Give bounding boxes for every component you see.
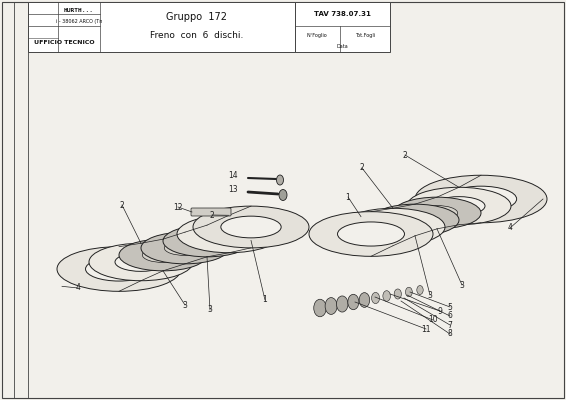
Ellipse shape xyxy=(417,286,423,294)
Ellipse shape xyxy=(383,291,391,301)
Ellipse shape xyxy=(415,175,547,223)
Ellipse shape xyxy=(309,212,433,256)
Text: 3: 3 xyxy=(183,300,187,310)
Ellipse shape xyxy=(337,222,405,246)
Ellipse shape xyxy=(395,212,436,228)
Ellipse shape xyxy=(85,257,152,281)
Ellipse shape xyxy=(445,186,517,212)
Ellipse shape xyxy=(371,292,380,304)
Ellipse shape xyxy=(141,232,229,264)
Ellipse shape xyxy=(279,190,287,200)
Ellipse shape xyxy=(193,206,309,248)
Ellipse shape xyxy=(341,208,445,246)
Bar xyxy=(28,2,295,52)
Ellipse shape xyxy=(371,204,459,236)
Ellipse shape xyxy=(57,247,181,291)
Text: 2: 2 xyxy=(402,150,408,160)
Ellipse shape xyxy=(433,197,485,215)
Text: Tot.Fogli: Tot.Fogli xyxy=(355,34,375,38)
Text: TAV 738.07.31: TAV 738.07.31 xyxy=(314,11,370,17)
Text: 4: 4 xyxy=(76,284,80,292)
Text: 11: 11 xyxy=(421,324,431,334)
Text: Data: Data xyxy=(336,44,348,48)
Ellipse shape xyxy=(186,234,228,248)
Ellipse shape xyxy=(367,218,419,236)
Text: 1: 1 xyxy=(346,192,350,202)
Ellipse shape xyxy=(163,225,251,257)
Ellipse shape xyxy=(417,206,458,220)
Text: 5: 5 xyxy=(448,302,452,312)
Text: 9: 9 xyxy=(438,306,443,316)
Ellipse shape xyxy=(203,225,255,243)
Text: 2: 2 xyxy=(209,210,215,220)
Text: 4: 4 xyxy=(508,224,512,232)
Bar xyxy=(295,2,390,52)
Ellipse shape xyxy=(142,248,184,262)
Ellipse shape xyxy=(359,293,370,307)
Text: UFFICIO TECNICO: UFFICIO TECNICO xyxy=(34,40,95,46)
Text: N°Foglio: N°Foglio xyxy=(307,34,327,38)
Text: 7: 7 xyxy=(448,320,452,330)
Text: 3: 3 xyxy=(427,290,432,300)
Text: HURTH...: HURTH... xyxy=(64,8,94,12)
Text: 3: 3 xyxy=(208,306,212,314)
FancyBboxPatch shape xyxy=(191,208,231,216)
Text: 14: 14 xyxy=(228,172,238,180)
Ellipse shape xyxy=(405,287,412,297)
Ellipse shape xyxy=(314,299,326,317)
Text: 6: 6 xyxy=(448,312,452,320)
Ellipse shape xyxy=(221,216,281,238)
Text: i - 38062 ARCO (Tn: i - 38062 ARCO (Tn xyxy=(56,18,102,24)
Text: 13: 13 xyxy=(228,186,238,194)
Ellipse shape xyxy=(393,197,481,229)
Ellipse shape xyxy=(394,289,401,299)
Ellipse shape xyxy=(89,243,193,281)
Text: 1: 1 xyxy=(263,296,267,304)
Text: Gruppo  172: Gruppo 172 xyxy=(166,12,228,22)
Text: 2: 2 xyxy=(359,164,365,172)
Ellipse shape xyxy=(325,298,337,314)
Text: 12: 12 xyxy=(173,202,183,212)
Ellipse shape xyxy=(164,240,205,256)
Text: Freno  con  6  dischi.: Freno con 6 dischi. xyxy=(151,32,244,40)
Ellipse shape xyxy=(177,215,281,253)
Text: 3: 3 xyxy=(460,280,465,290)
Ellipse shape xyxy=(119,239,207,271)
Text: 8: 8 xyxy=(448,330,452,338)
Ellipse shape xyxy=(277,175,284,185)
Ellipse shape xyxy=(407,187,511,225)
Ellipse shape xyxy=(348,294,359,310)
Ellipse shape xyxy=(115,253,167,271)
Text: 10: 10 xyxy=(428,316,438,324)
Ellipse shape xyxy=(336,296,348,312)
Text: 2: 2 xyxy=(119,200,125,210)
